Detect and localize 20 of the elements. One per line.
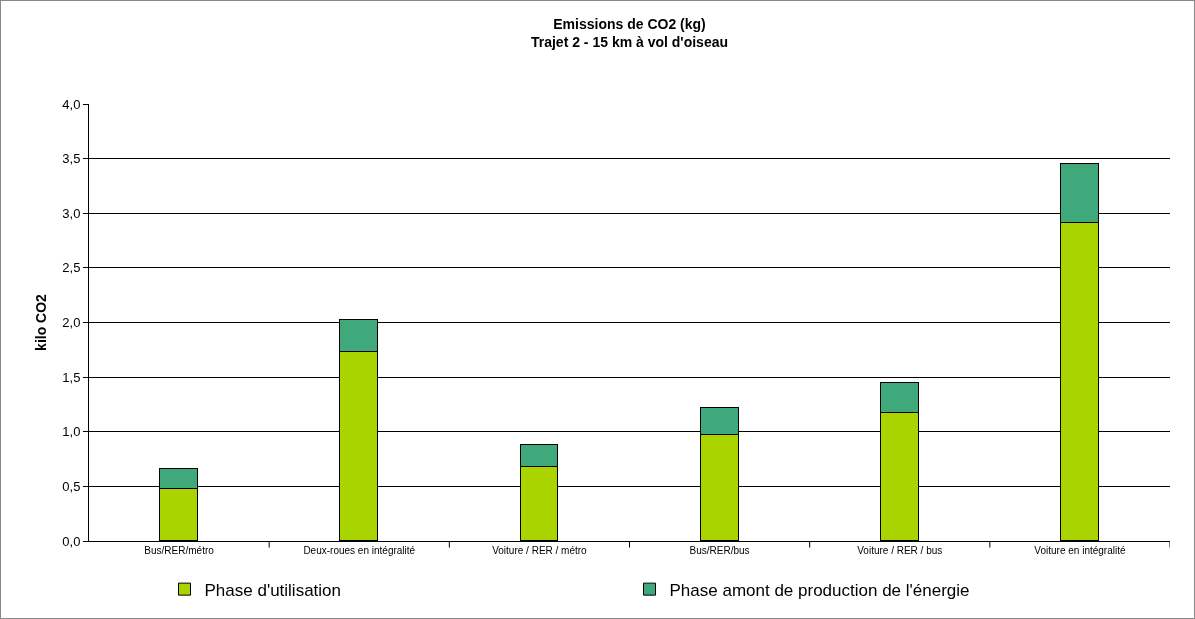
y-tick-label: 2,5 <box>62 260 81 276</box>
y-tick-label: 1,0 <box>62 424 81 440</box>
y-tick-label: 3,5 <box>62 151 81 167</box>
x-tick-label: Deux-roues en intégralité <box>303 545 416 556</box>
y-tick-label: 0,0 <box>62 533 81 549</box>
y-tick-label: 4,0 <box>62 96 81 112</box>
y-tick-label: 1,5 <box>62 369 81 385</box>
y-tick-label: 3,0 <box>62 205 81 221</box>
x-tick-label: Voiture en intégralité <box>1034 545 1126 556</box>
x-tick-label: Voiture / RER / métro <box>492 545 588 556</box>
x-tick-label: Voiture / RER / bus <box>857 545 943 556</box>
y-tick-label: 2,0 <box>62 315 81 331</box>
x-tick-label: Bus/RER/bus <box>689 545 750 556</box>
chart-subtitle: Trajet 2 - 15 km à vol d'oiseau <box>530 34 729 51</box>
legend-label: Phase amont de production de l'énergie <box>669 580 970 600</box>
y-axis-title: kilo CO2 <box>32 293 49 351</box>
y-tick-label: 0,5 <box>62 478 81 494</box>
x-tick-label: Bus/RER/métro <box>144 545 215 556</box>
legend-label: Phase d'utilisation <box>204 580 341 600</box>
chart-title: Emissions de CO2 (kg) <box>553 15 706 32</box>
